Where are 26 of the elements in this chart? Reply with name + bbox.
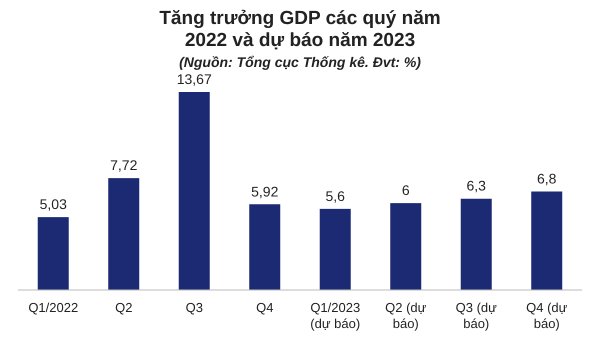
data-label: 6 [402, 182, 410, 198]
chart-subtitle: (Nguồn: Tổng cục Thống kê. Đvt: %) [178, 54, 422, 70]
data-label: 5,03 [40, 196, 68, 212]
data-label: 13,67 [176, 71, 212, 87]
x-tick-label: Q1/2022 [28, 300, 78, 315]
data-label: 6,8 [537, 170, 557, 187]
bar [38, 217, 69, 290]
bar [108, 178, 140, 290]
bar [390, 203, 422, 290]
chart-title: Tăng trưởng GDP các quý năm 2022 và dự báo năm 2023 [158, 8, 442, 52]
x-tick-label: Q1/2023 (dự báo) [310, 300, 360, 331]
data-label: 6,3 [466, 178, 486, 194]
data-label: 5,6 [326, 188, 346, 204]
x-tick-label: Q4 [256, 300, 274, 315]
data-label: 7,72 [110, 157, 138, 174]
bar [531, 192, 562, 290]
x-tick-label: Q2 [115, 300, 132, 315]
x-tick-label: Q3 (dự báo) [456, 300, 498, 331]
bar [320, 208, 351, 290]
bar [460, 198, 492, 290]
bar [249, 204, 280, 290]
x-tick-label: Q3 [186, 300, 203, 315]
x-tick-label: Q4 (dự báo) [526, 300, 568, 331]
data-label: 5,92 [251, 183, 279, 200]
bar [178, 92, 210, 290]
x-tick-label: Q2 (dự báo) [385, 300, 427, 331]
